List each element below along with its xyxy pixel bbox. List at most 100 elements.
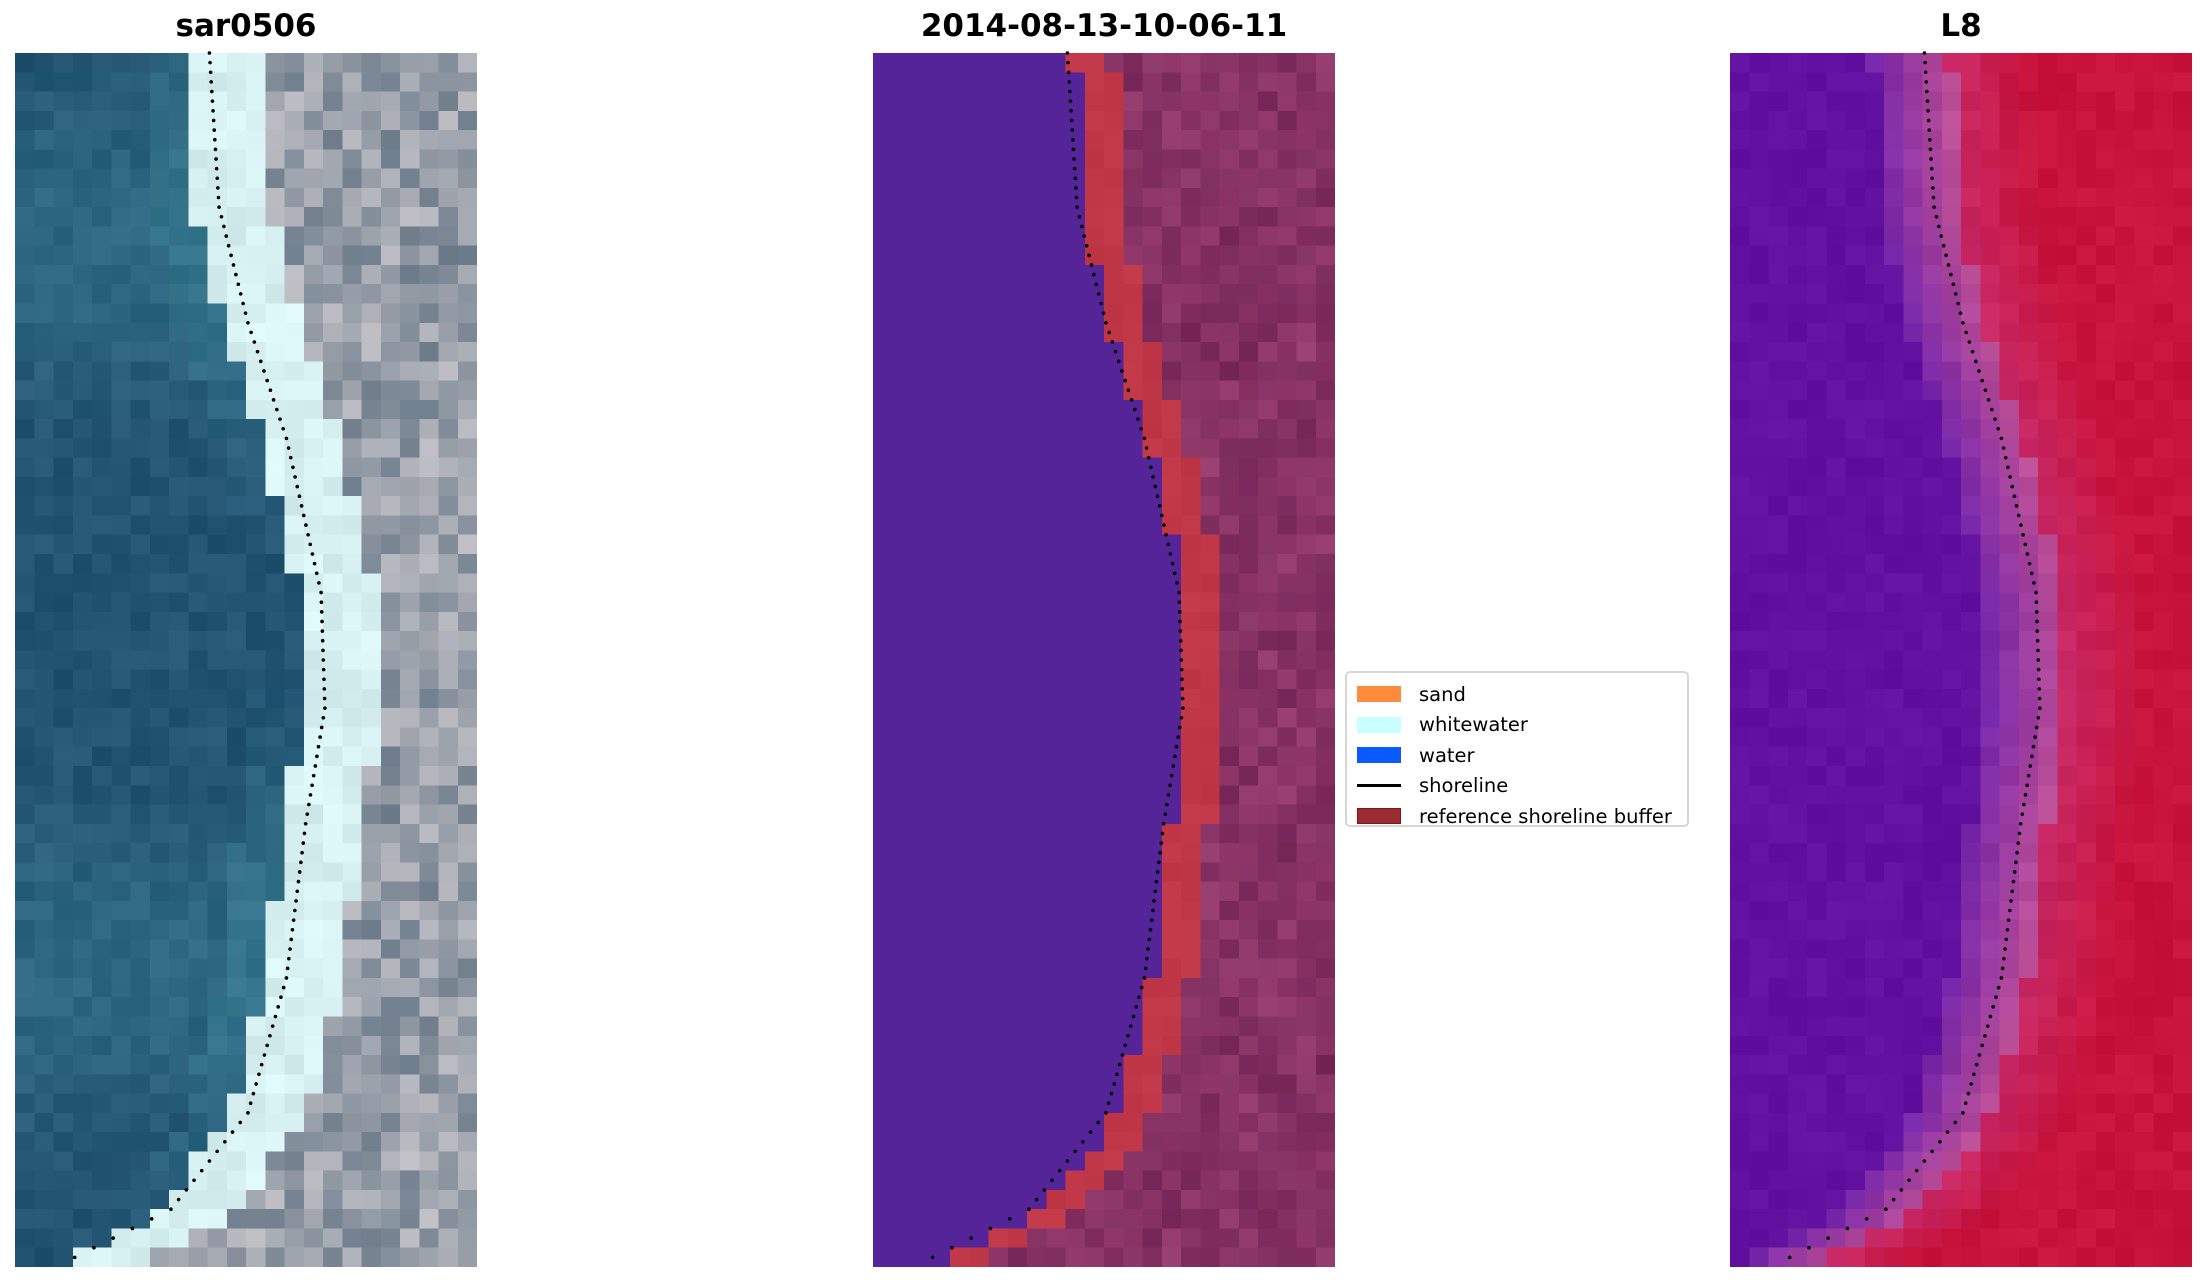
shoreline-point	[1168, 552, 1173, 556]
shoreline-point	[2019, 523, 2023, 527]
shoreline-point	[321, 716, 326, 720]
shoreline-point	[288, 947, 292, 951]
shoreline-point	[111, 1236, 115, 1240]
shoreline-point	[322, 687, 327, 691]
shoreline-point	[1139, 426, 1144, 431]
shoreline-point	[1939, 234, 1944, 238]
shoreline-point	[988, 1226, 993, 1231]
shoreline-point	[1113, 349, 1118, 354]
shoreline-point	[2003, 455, 2008, 460]
shoreline-point	[92, 1245, 96, 1250]
shoreline-point	[209, 80, 214, 84]
shoreline-point	[1099, 301, 1103, 306]
shoreline-point	[1864, 1217, 1869, 1221]
shoreline-point	[234, 272, 238, 277]
shoreline-point	[2023, 793, 2028, 797]
shoreline-point	[2034, 600, 2039, 604]
shoreline-point	[199, 1168, 204, 1173]
shoreline-point	[1914, 1168, 1919, 1173]
shoreline-point	[1151, 475, 1155, 479]
shoreline-point	[1938, 1139, 1942, 1144]
shoreline-point	[226, 243, 231, 248]
shoreline-point	[1139, 985, 1144, 990]
shoreline-point	[314, 571, 319, 576]
shoreline-point	[281, 426, 286, 431]
shoreline-point	[1068, 99, 1073, 103]
shoreline-point	[1171, 764, 1176, 768]
shoreline-point	[1177, 590, 1181, 595]
shoreline-point	[1115, 1072, 1119, 1077]
shoreline-point	[2029, 571, 2034, 576]
shoreline-point	[275, 407, 279, 412]
shoreline-point	[281, 985, 286, 990]
rgb-image-panel	[15, 53, 477, 1267]
shoreline-point	[211, 118, 216, 123]
shoreline-point	[1151, 908, 1155, 913]
shoreline-point	[1050, 1178, 1054, 1183]
shoreline-point	[285, 966, 290, 971]
shoreline-point	[2036, 658, 2041, 662]
shoreline-point	[305, 812, 310, 816]
shoreline-point	[319, 590, 323, 595]
shoreline-point	[1932, 205, 1936, 209]
shoreline-point	[317, 581, 321, 585]
shoreline-point	[1133, 407, 1137, 412]
shoreline-point	[1110, 340, 1115, 344]
shoreline-point	[238, 292, 243, 296]
shoreline-point	[301, 513, 306, 518]
shoreline-point	[1077, 214, 1082, 219]
shoreline-point	[257, 1072, 261, 1077]
shoreline-point	[1934, 214, 1939, 219]
shoreline-point	[1924, 80, 1929, 84]
shoreline-point	[268, 1033, 272, 1038]
shoreline-point	[1988, 1014, 1993, 1019]
shoreline-point	[284, 976, 289, 980]
shoreline-point	[229, 253, 233, 258]
legend-item-water: water	[1357, 740, 1687, 771]
shoreline-point	[1174, 744, 1179, 749]
shoreline-point	[1923, 70, 1928, 75]
shoreline-point	[2031, 744, 2036, 749]
shoreline-point	[2018, 821, 2023, 826]
shoreline-point	[1991, 1005, 1995, 1009]
shoreline-point	[318, 735, 322, 739]
shoreline-point	[276, 1005, 280, 1009]
shoreline-point	[2025, 783, 2029, 788]
shoreline-point	[1129, 398, 1134, 402]
shoreline-point	[1065, 51, 1070, 55]
legend-item-buffer: reference shoreline buffer	[1357, 801, 1687, 832]
legend-item-shoreline: shoreline	[1357, 771, 1687, 802]
shoreline-point	[254, 1082, 258, 1086]
shoreline-point	[1986, 398, 1991, 402]
shoreline-point	[1180, 677, 1184, 682]
shoreline-point	[216, 195, 221, 200]
shoreline-point	[169, 1207, 173, 1211]
shoreline-point	[192, 1178, 196, 1183]
shoreline-point	[215, 176, 220, 181]
shoreline-point	[2026, 773, 2031, 778]
shoreline-point	[1157, 504, 1162, 508]
shoreline-point	[2000, 966, 2005, 971]
shoreline-point	[1071, 147, 1076, 152]
shoreline-point	[1126, 1033, 1130, 1038]
shoreline-point	[1953, 1120, 1958, 1125]
shoreline-point	[2012, 494, 2017, 499]
shoreline-point	[1166, 793, 1171, 797]
shoreline-point	[295, 889, 300, 894]
shoreline-point	[1104, 320, 1108, 325]
shoreline-point	[296, 879, 301, 884]
shoreline-point	[1157, 860, 1161, 865]
shoreline-point	[319, 610, 324, 614]
shoreline-point	[176, 1197, 181, 1202]
shoreline-point	[224, 234, 229, 238]
shoreline-point	[319, 600, 324, 604]
shoreline-point	[1944, 253, 1948, 258]
shoreline-point	[322, 696, 327, 701]
shoreline-point	[1142, 436, 1147, 441]
shoreline-point	[291, 918, 296, 922]
shoreline-point	[211, 109, 215, 113]
shoreline-point	[299, 860, 303, 865]
shoreline-point	[2012, 870, 2017, 874]
shoreline-point	[1096, 292, 1101, 296]
shoreline-point	[246, 1111, 250, 1115]
